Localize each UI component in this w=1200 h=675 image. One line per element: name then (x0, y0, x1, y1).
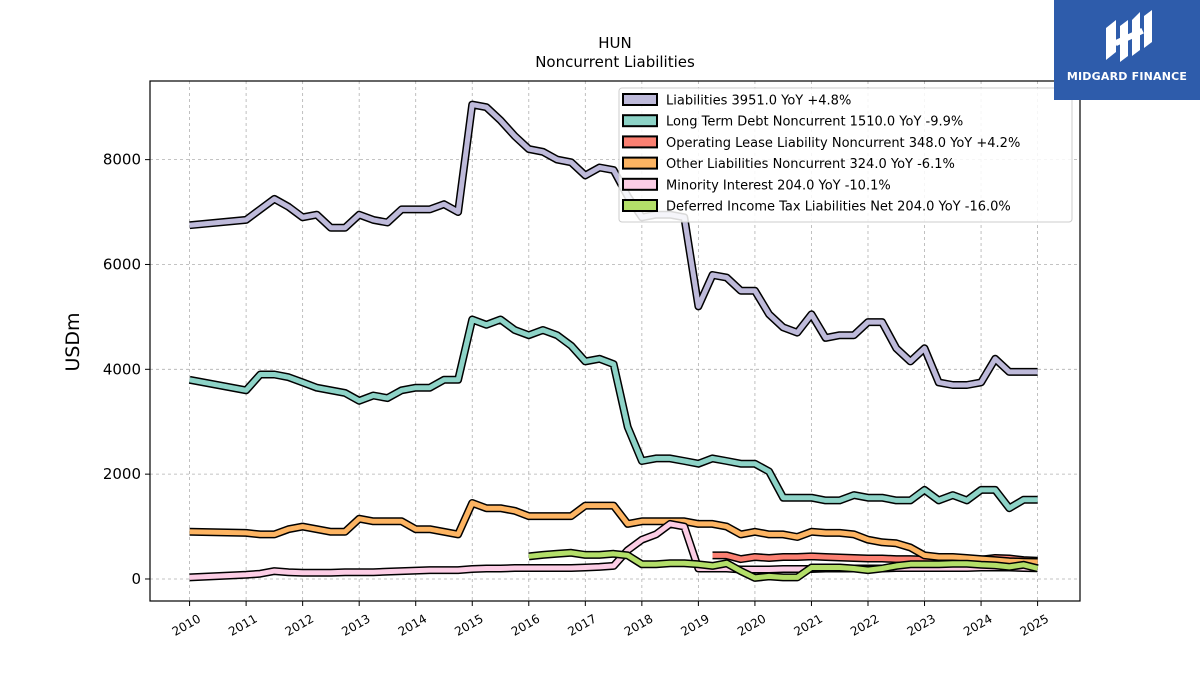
chart-subtitle: Noncurrent Liabilities (535, 53, 695, 71)
y-axis: 0 2000 4000 6000 8000 (103, 151, 150, 588)
x-tick-label: 2024 (961, 611, 994, 638)
series-1 (188, 315, 1038, 513)
legend-label: Liabilities 3951.0 YoY +4.8% (666, 94, 851, 109)
y-tick-label: 6000 (103, 255, 141, 273)
x-tick-label: 2016 (509, 611, 542, 638)
plot-frame (149, 80, 1081, 602)
brand-name: MIDGARD FINANCE (1066, 70, 1188, 83)
y-tick-label: 0 (131, 570, 141, 588)
legend-swatch (622, 199, 658, 212)
x-tick-label: 2013 (339, 611, 372, 638)
x-tick-label: 2022 (848, 611, 881, 638)
legend-label: Long Term Debt Noncurrent 1510.0 YoY -9.… (666, 115, 963, 130)
series-layer (188, 100, 1039, 582)
legend-swatch (622, 114, 658, 128)
series-line (189, 317, 1038, 511)
x-tick-label: 2020 (735, 611, 768, 638)
x-tick-label: 2017 (565, 611, 598, 638)
series-5 (528, 548, 1039, 582)
x-tick-label: 2011 (226, 611, 259, 638)
y-tick-label: 2000 (103, 465, 141, 483)
y-tick-label: 8000 (103, 151, 141, 169)
y-axis-label: USDm (62, 312, 84, 371)
x-tick-label: 2021 (792, 611, 825, 638)
series-outline (188, 315, 1038, 513)
brand-logo: MIDGARD FINANCE (1054, 0, 1200, 100)
x-tick-label: 2010 (170, 611, 203, 638)
midgard-logo-icon (1106, 10, 1152, 62)
series-3 (189, 499, 1038, 566)
legend-label: Operating Lease Liability Noncurrent 348… (666, 136, 1020, 151)
legend-swatch (622, 135, 658, 149)
chart-title: HUN (598, 34, 631, 52)
x-tick-label: 2014 (396, 611, 429, 638)
legend-label: Minority Interest 204.0 YoY -10.1% (666, 178, 891, 193)
x-axis: 2010 2011 2012 2013 2014 2015 2016 2017 2018 2019… (170, 601, 1051, 639)
legend: Liabilities 3951.0 YoY +4.8% Long Term De… (618, 87, 1073, 223)
x-tick-label: 2012 (283, 611, 316, 638)
series-line (528, 550, 1039, 581)
legend-label: Deferred Income Tax Liabilities Net 204.… (666, 200, 1011, 215)
series-line (189, 500, 1038, 565)
x-tick-label: 2015 (452, 611, 485, 638)
y-tick-label: 4000 (103, 360, 141, 378)
legend-swatch (622, 156, 658, 170)
legend-swatch (622, 177, 658, 191)
x-tick-label: 2019 (678, 611, 711, 638)
x-tick-label: 2018 (622, 611, 655, 638)
legend-label: Other Liabilities Noncurrent 324.0 YoY -… (666, 157, 955, 172)
legend-swatch (622, 93, 658, 106)
x-tick-label: 2023 (905, 611, 938, 638)
x-tick-label: 2025 (1018, 611, 1051, 638)
legend-box (618, 87, 1073, 223)
